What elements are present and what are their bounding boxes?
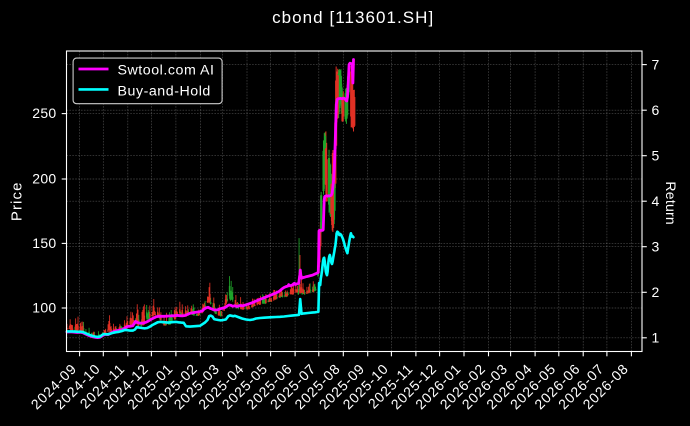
- svg-text:7: 7: [652, 57, 660, 73]
- svg-text:5: 5: [652, 148, 660, 164]
- svg-text:4: 4: [652, 193, 660, 209]
- svg-text:6: 6: [652, 102, 660, 118]
- svg-text:Price: Price: [9, 181, 26, 221]
- svg-text:3: 3: [652, 239, 660, 255]
- svg-text:cbond [113601.SH]: cbond [113601.SH]: [272, 8, 434, 27]
- svg-text:Swtool.com AI: Swtool.com AI: [118, 63, 215, 79]
- svg-text:150: 150: [32, 235, 56, 251]
- svg-text:Buy-and-Hold: Buy-and-Hold: [118, 84, 211, 100]
- svg-text:100: 100: [32, 300, 56, 316]
- svg-text:1: 1: [652, 330, 660, 346]
- svg-text:2: 2: [652, 284, 660, 300]
- svg-text:Return: Return: [663, 181, 679, 225]
- svg-text:250: 250: [32, 105, 56, 121]
- svg-text:200: 200: [32, 171, 56, 187]
